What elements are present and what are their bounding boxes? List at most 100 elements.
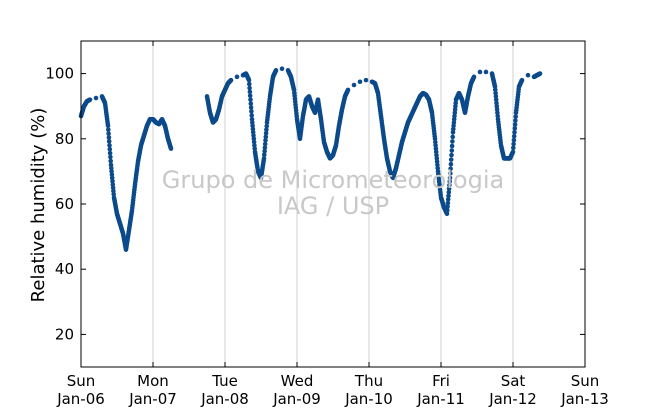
data-point [513,118,518,123]
data-point [351,82,357,88]
data-point [106,131,111,136]
data-point [447,182,452,188]
data-point [445,207,450,213]
x-tick-label-date: Jan-08 [200,390,249,408]
data-point [264,123,270,129]
data-point [247,85,252,91]
y-tick-label: 100 [45,65,74,83]
data-point [511,145,516,151]
data-point [247,81,252,87]
data-point [247,89,253,95]
data-point [483,69,489,75]
x-tick-label-date: Jan-11 [416,390,465,408]
x-tick-label-date: Jan-12 [488,390,537,408]
watermark-line-2: IAG / USP [277,192,389,220]
x-tick-label-day: Sun [67,372,96,390]
data-point [525,72,531,78]
data-point [248,97,253,102]
data-point [511,133,517,139]
data-point [93,95,99,101]
y-tick-label: 80 [55,130,74,148]
x-tick-label-date: Jan-10 [344,390,393,408]
data-point [448,161,454,167]
data-point [444,211,450,217]
y-tick-label: 40 [55,260,74,278]
data-point [107,146,113,152]
data-point [450,139,455,144]
data-point [262,145,268,150]
x-tick-label-day: Tue [211,372,238,390]
data-point [263,130,269,136]
data-point [512,122,518,127]
data-point [108,158,113,164]
data-point [106,139,112,144]
data-point [105,123,111,129]
data-point [448,157,454,162]
data-point [107,143,112,148]
data-point [448,171,453,176]
data-point [87,97,93,102]
y-tick-label: 20 [55,325,74,343]
data-point [513,114,518,119]
data-point [273,68,279,73]
data-point [248,105,254,110]
y-tick-label: 60 [55,195,74,213]
data-point [228,77,234,83]
data-point [512,129,517,135]
x-axis-ticks: SunJan-06MonJan-07TueJan-08WedJan-09ThuJ… [56,41,609,408]
x-tick-label-day: Sat [501,372,526,390]
data-point [249,113,254,118]
data-point [168,146,174,151]
data-point [446,189,452,195]
data-point [234,74,240,80]
data-point [248,101,254,106]
data-point [262,152,267,158]
data-point [263,138,268,143]
y-axis-label: Relative humidity (%) [28,108,49,303]
data-point [357,79,363,85]
data-point [279,66,285,72]
data-point [445,200,451,206]
data-point [106,135,112,140]
data-point [106,127,111,132]
data-point [447,179,453,184]
humidity-points [78,66,543,252]
data-point [445,197,451,202]
data-point [246,77,252,83]
data-point [519,77,525,83]
data-point [449,143,455,149]
x-tick-label-day: Fri [432,372,450,390]
data-point [247,93,253,99]
data-point [249,109,254,114]
data-point [511,141,516,147]
data-point [363,77,369,83]
watermark-line-1: Grupo de Micrometeorologia [162,166,504,194]
data-point [445,204,450,209]
data-point [510,149,516,155]
data-point [447,175,453,181]
x-tick-label-date: Jan-13 [560,390,609,408]
x-tick-label-day: Mon [137,372,169,390]
data-point [537,71,543,76]
data-point [262,141,268,147]
data-point [511,137,517,143]
x-tick-label-date: Jan-06 [56,390,105,408]
x-tick-label-day: Wed [281,372,314,390]
data-point [477,69,483,75]
data-point [262,148,267,154]
data-point [263,134,269,140]
y-axis-ticks: 20 40 60 80 100 [45,65,585,343]
data-point [512,126,518,131]
x-tick-label-day: Sun [571,372,600,390]
data-point [108,154,113,160]
data-point [345,87,351,93]
x-tick-label-date: Jan-07 [128,390,177,408]
data-point [261,156,267,161]
x-tick-label-date: Jan-09 [272,390,321,408]
data-point [471,74,477,80]
data-point [107,150,113,156]
data-point [264,127,269,132]
data-point [446,186,452,191]
data-point [446,193,451,199]
